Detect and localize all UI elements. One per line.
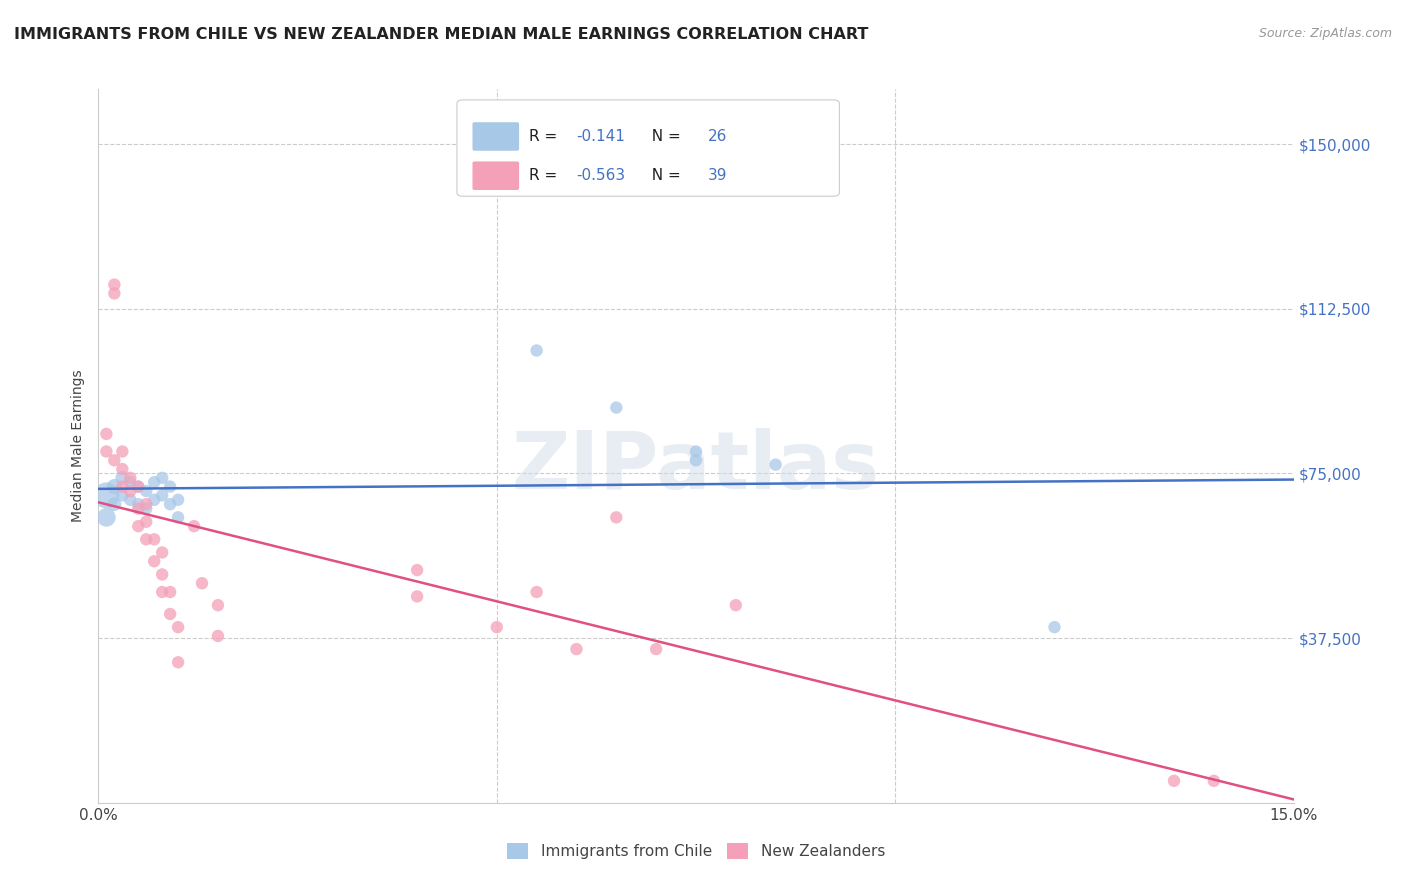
- Point: [1163, 773, 1185, 788]
- FancyBboxPatch shape: [457, 100, 839, 196]
- Point: [103, 497, 125, 511]
- Y-axis label: Median Male Earnings: Median Male Earnings: [72, 369, 86, 523]
- Point: [127, 501, 149, 516]
- Point: [207, 629, 229, 643]
- Point: [605, 401, 627, 415]
- Point: [135, 533, 157, 547]
- Point: [150, 545, 173, 559]
- Point: [526, 585, 548, 599]
- Point: [127, 480, 149, 494]
- Point: [103, 453, 125, 467]
- Point: [685, 453, 707, 467]
- FancyBboxPatch shape: [472, 122, 519, 151]
- Point: [143, 533, 166, 547]
- Point: [120, 471, 142, 485]
- Point: [96, 510, 118, 524]
- Point: [143, 554, 166, 568]
- Text: 39: 39: [709, 169, 727, 183]
- Point: [159, 497, 181, 511]
- Point: [1202, 773, 1225, 788]
- Point: [135, 483, 157, 498]
- Point: [485, 620, 508, 634]
- Point: [183, 519, 205, 533]
- Point: [127, 519, 149, 533]
- Point: [120, 475, 142, 490]
- Point: [103, 480, 125, 494]
- Text: IMMIGRANTS FROM CHILE VS NEW ZEALANDER MEDIAN MALE EARNINGS CORRELATION CHART: IMMIGRANTS FROM CHILE VS NEW ZEALANDER M…: [14, 27, 869, 42]
- Point: [1043, 620, 1066, 634]
- Point: [605, 510, 627, 524]
- Point: [526, 343, 548, 358]
- Point: [150, 585, 173, 599]
- Text: ZIPatlas: ZIPatlas: [512, 428, 880, 507]
- Point: [96, 444, 118, 458]
- Point: [406, 563, 429, 577]
- Text: -0.563: -0.563: [576, 169, 626, 183]
- Point: [167, 620, 190, 634]
- Point: [127, 497, 149, 511]
- Text: 26: 26: [709, 129, 727, 144]
- Point: [135, 497, 157, 511]
- Point: [685, 444, 707, 458]
- Point: [765, 458, 787, 472]
- Point: [724, 598, 747, 612]
- Point: [111, 480, 134, 494]
- Point: [120, 483, 142, 498]
- Point: [96, 426, 118, 441]
- Point: [565, 642, 588, 657]
- Point: [135, 501, 157, 516]
- Point: [159, 585, 181, 599]
- FancyBboxPatch shape: [472, 161, 519, 190]
- Point: [167, 655, 190, 669]
- Point: [159, 607, 181, 621]
- Point: [207, 598, 229, 612]
- Text: R =: R =: [529, 129, 562, 144]
- Point: [150, 488, 173, 502]
- Point: [111, 488, 134, 502]
- Point: [143, 475, 166, 490]
- Legend: Immigrants from Chile, New Zealanders: Immigrants from Chile, New Zealanders: [499, 835, 893, 866]
- Point: [135, 515, 157, 529]
- Text: -0.141: -0.141: [576, 129, 626, 144]
- Point: [150, 471, 173, 485]
- Point: [159, 480, 181, 494]
- Point: [103, 277, 125, 292]
- Point: [111, 444, 134, 458]
- Text: N =: N =: [643, 169, 686, 183]
- Point: [111, 462, 134, 476]
- Point: [645, 642, 668, 657]
- Point: [111, 471, 134, 485]
- Point: [191, 576, 214, 591]
- Point: [96, 488, 118, 502]
- Point: [406, 590, 429, 604]
- Point: [127, 480, 149, 494]
- Point: [167, 510, 190, 524]
- Point: [150, 567, 173, 582]
- Point: [143, 492, 166, 507]
- Point: [103, 286, 125, 301]
- Text: Source: ZipAtlas.com: Source: ZipAtlas.com: [1258, 27, 1392, 40]
- Text: R =: R =: [529, 169, 562, 183]
- Point: [120, 492, 142, 507]
- Text: N =: N =: [643, 129, 686, 144]
- Point: [167, 492, 190, 507]
